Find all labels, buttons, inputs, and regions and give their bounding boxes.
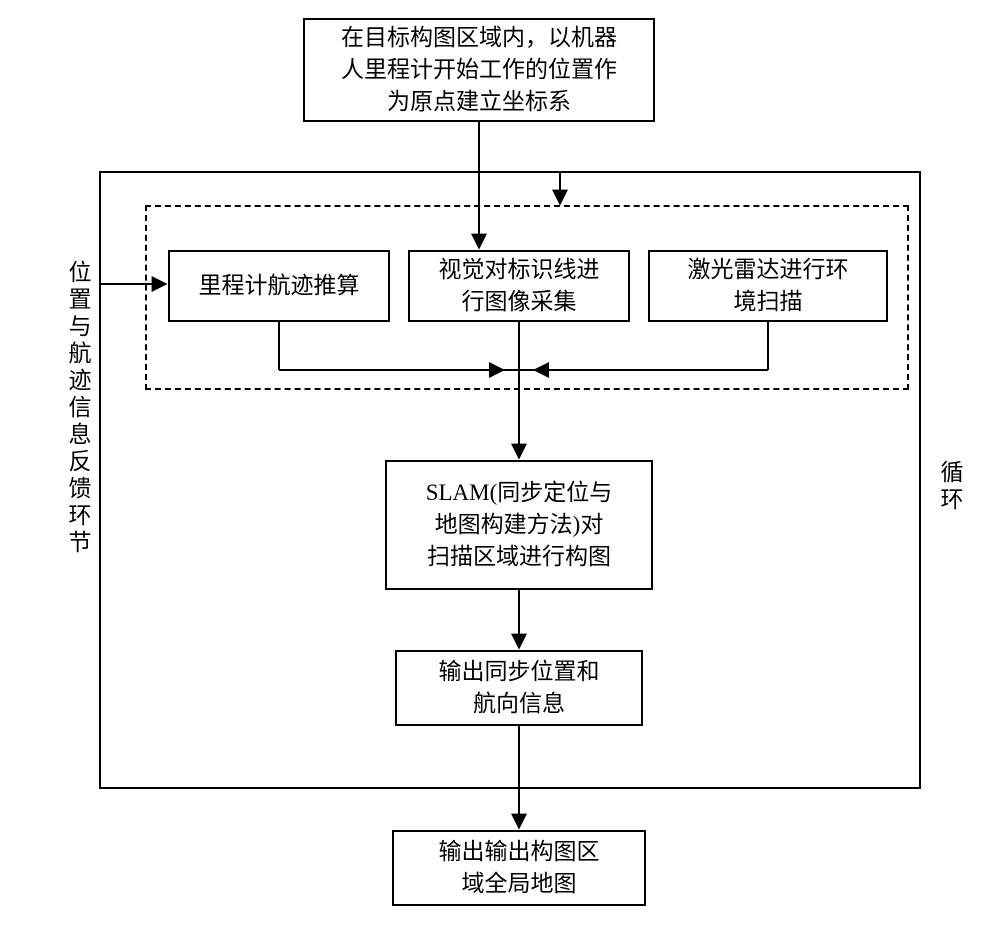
- label-feedback: 位置与航迹信息反馈环节: [60, 260, 94, 557]
- box-lidar-text: 激光雷达进行环境扫描: [688, 254, 849, 318]
- box-vision: 视觉对标识线进行图像采集: [408, 250, 630, 322]
- box-slam-text: SLAM(同步定位与地图构建方法)对扫描区域进行构图: [426, 477, 613, 574]
- box-slam: SLAM(同步定位与地图构建方法)对扫描区域进行构图: [385, 460, 653, 590]
- label-loop-text: 循环: [937, 460, 962, 514]
- box-sync: 输出同步位置和航向信息: [395, 650, 643, 726]
- box-start-text: 在目标构图区域内，以机器人里程计开始工作的位置作为原点建立坐标系: [341, 22, 617, 119]
- box-start: 在目标构图区域内，以机器人里程计开始工作的位置作为原点建立坐标系: [303, 18, 655, 122]
- box-output: 输出输出构图区域全局地图: [392, 830, 646, 906]
- label-feedback-text: 位置与航迹信息反馈环节: [65, 260, 90, 557]
- box-odom: 里程计航迹推算: [168, 250, 390, 322]
- box-lidar: 激光雷达进行环境扫描: [648, 250, 888, 322]
- box-sync-text: 输出同步位置和航向信息: [439, 656, 600, 720]
- label-loop: 循环: [932, 460, 966, 514]
- box-vision-text: 视觉对标识线进行图像采集: [439, 254, 600, 318]
- box-output-text: 输出输出构图区域全局地图: [439, 836, 600, 900]
- box-odom-text: 里程计航迹推算: [199, 270, 360, 302]
